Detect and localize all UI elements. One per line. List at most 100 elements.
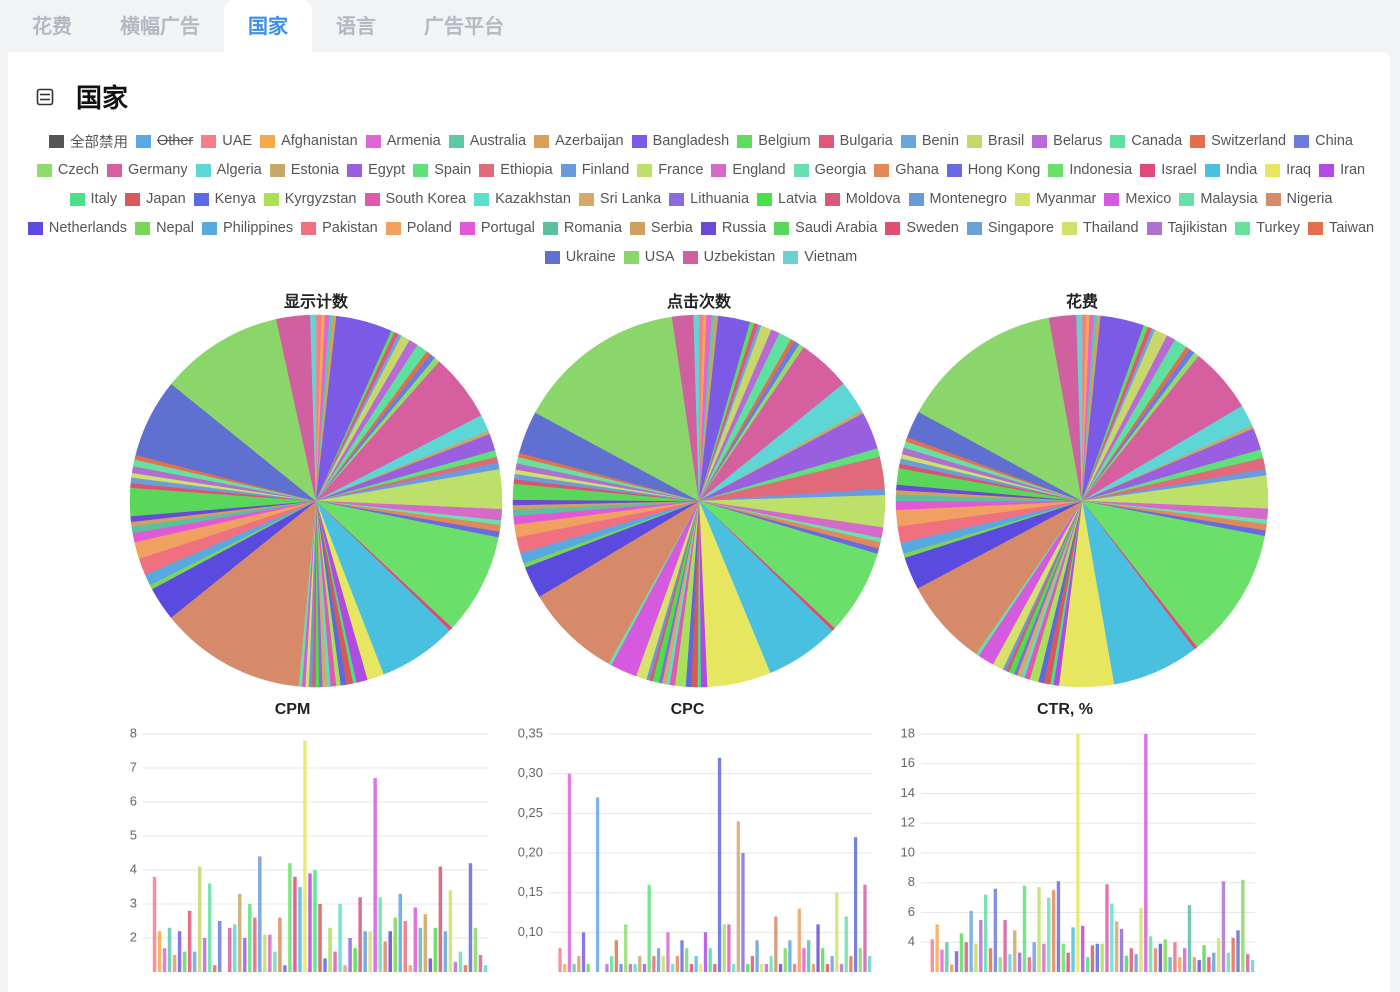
legend-item[interactable]: Portugal xyxy=(459,218,535,238)
legend-item[interactable]: Taiwan xyxy=(1307,218,1374,238)
legend-item[interactable]: Latvia xyxy=(757,189,817,209)
legend-item[interactable]: Kazakhstan xyxy=(474,189,571,209)
legend-item[interactable]: Switzerland xyxy=(1190,131,1286,151)
bar xyxy=(1100,943,1104,972)
legend-item[interactable]: Montenegro xyxy=(908,189,1007,209)
legend-item[interactable]: Myanmar xyxy=(1014,189,1096,209)
legend-item[interactable]: Mexico xyxy=(1104,189,1171,209)
y-tick-label: 0,15 xyxy=(518,884,543,899)
legend-swatch xyxy=(364,192,380,206)
legend-swatch xyxy=(347,163,363,177)
legend-item[interactable]: Canada xyxy=(1110,131,1182,151)
legend-item[interactable]: Turkey xyxy=(1235,218,1300,238)
bar xyxy=(605,964,609,972)
legend-item[interactable]: Serbia xyxy=(629,218,693,238)
legend-label: Iraq xyxy=(1286,162,1312,178)
legend-item[interactable]: Malaysia xyxy=(1179,189,1258,209)
legend-item[interactable]: Belarus xyxy=(1032,131,1102,151)
bar xyxy=(288,863,292,972)
bar xyxy=(586,964,590,972)
legend-item[interactable]: Georgia xyxy=(793,160,866,180)
legend-item[interactable]: Estonia xyxy=(269,160,339,180)
tab[interactable]: 语言 xyxy=(336,16,376,38)
legend-item[interactable]: Spain xyxy=(413,160,471,180)
legend-swatch xyxy=(544,250,560,264)
legend-item[interactable]: China xyxy=(1294,131,1353,151)
legend-item[interactable]: Azerbaijan xyxy=(534,131,624,151)
legend-item[interactable]: UAE xyxy=(201,131,252,151)
legend-item[interactable]: Sri Lanka xyxy=(578,189,661,209)
legend-item[interactable]: Singapore xyxy=(966,218,1054,238)
legend-item[interactable]: Indonesia xyxy=(1048,160,1132,180)
legend-item[interactable]: Armenia xyxy=(365,131,441,151)
legend-item[interactable]: Netherlands xyxy=(27,218,127,238)
legend-item[interactable]: Czech xyxy=(36,160,99,180)
legend-item[interactable]: Nigeria xyxy=(1265,189,1332,209)
legend-item[interactable]: Brasil xyxy=(966,131,1024,151)
legend-label: Vietnam xyxy=(804,249,858,265)
y-tick-label: 0,25 xyxy=(518,805,543,820)
legend-item[interactable]: Russia xyxy=(700,218,766,238)
bar xyxy=(1090,945,1095,972)
legend-item[interactable]: Ukraine xyxy=(544,247,616,267)
legend-item[interactable]: Saudi Arabia xyxy=(774,218,877,238)
legend-item[interactable]: Romania xyxy=(542,218,622,238)
bar xyxy=(388,931,392,972)
legend-item[interactable]: Other xyxy=(136,131,193,151)
legend-item[interactable]: Bangladesh xyxy=(631,131,729,151)
legend-item[interactable]: Lithuania xyxy=(669,189,749,209)
legend-item[interactable]: Finland xyxy=(560,160,629,180)
legend-item[interactable]: Nepal xyxy=(135,218,194,238)
legend-item[interactable]: Vietnam xyxy=(783,247,857,267)
legend-item[interactable]: Thailand xyxy=(1061,218,1139,238)
legend-item[interactable]: Kenya xyxy=(193,189,256,209)
legend-item[interactable]: Tajikistan xyxy=(1146,218,1227,238)
bar xyxy=(633,964,637,972)
legend-item[interactable]: Moldova xyxy=(824,189,901,209)
legend-item[interactable]: Philippines xyxy=(201,218,293,238)
legend-item[interactable]: Kyrgyzstan xyxy=(263,189,357,209)
legend-label: Thailand xyxy=(1082,220,1139,236)
legend-item[interactable]: South Korea xyxy=(364,189,466,209)
legend-item[interactable]: Belgium xyxy=(737,131,811,151)
legend-item[interactable]: Sweden xyxy=(885,218,959,238)
legend-item[interactable]: France xyxy=(637,160,703,180)
legend-item[interactable]: India xyxy=(1204,160,1257,180)
tab[interactable]: 横幅广告 xyxy=(120,16,200,38)
tab[interactable]: 广告平台 xyxy=(424,16,504,38)
legend-item[interactable]: Germany xyxy=(106,160,188,180)
legend-item[interactable]: Iraq xyxy=(1265,160,1311,180)
legend-item[interactable]: Benin xyxy=(900,131,959,151)
legend-item[interactable]: Ghana xyxy=(874,160,939,180)
legend-swatch xyxy=(479,163,495,177)
bar xyxy=(418,927,423,972)
tab[interactable]: 花费 xyxy=(32,16,72,38)
legend-swatch xyxy=(125,192,141,206)
legend-item[interactable]: Italy xyxy=(69,189,117,209)
bar xyxy=(624,924,628,972)
legend-item[interactable]: Japan xyxy=(125,189,186,209)
legend-item[interactable]: Australia xyxy=(448,131,526,151)
legend-item[interactable]: Hong Kong xyxy=(946,160,1040,180)
bar xyxy=(413,907,418,972)
tab[interactable]: 国家 xyxy=(224,0,312,52)
legend-item[interactable]: Afghanistan xyxy=(260,131,358,151)
legend-item[interactable]: Pakistan xyxy=(301,218,378,238)
legend-item[interactable]: England xyxy=(711,160,786,180)
legend-item[interactable]: Uzbekistan xyxy=(682,247,775,267)
legend-item[interactable]: Algeria xyxy=(195,160,262,180)
legend-item[interactable]: Egypt xyxy=(347,160,405,180)
legend-item[interactable]: USA xyxy=(623,247,675,267)
bar xyxy=(197,866,202,972)
legend-swatch xyxy=(201,134,217,148)
legend-item[interactable]: Ethiopia xyxy=(479,160,553,180)
bar xyxy=(1173,942,1177,972)
legend-item[interactable]: Israel xyxy=(1140,160,1197,180)
y-tick-label: 4 xyxy=(130,861,137,876)
disable-all-button[interactable]: 全部禁用 xyxy=(49,131,128,151)
bar xyxy=(187,910,192,972)
legend-item[interactable]: Iran xyxy=(1319,160,1365,180)
bar xyxy=(1003,919,1007,972)
legend-item[interactable]: Bulgaria xyxy=(818,131,893,151)
legend-item[interactable]: Poland xyxy=(385,218,452,238)
